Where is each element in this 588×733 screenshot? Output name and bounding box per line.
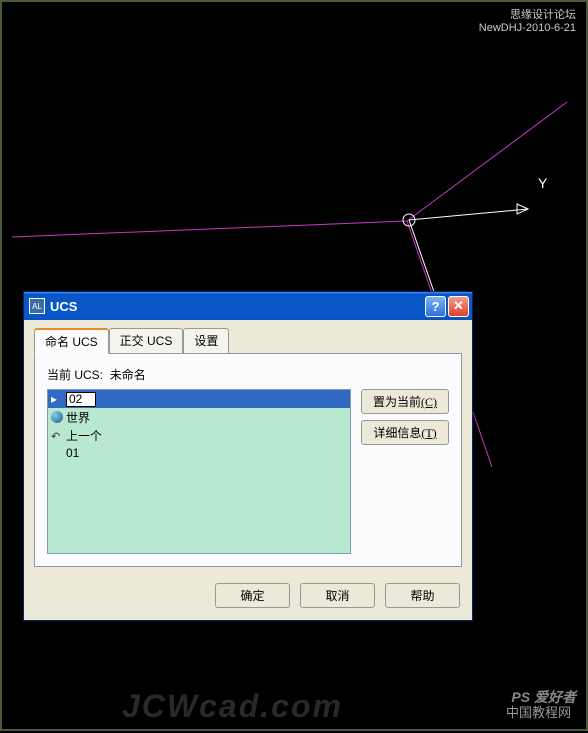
tab-named-ucs[interactable]: 命名 UCS [34,328,109,354]
current-ucs-label: 当前 UCS: 未命名 [47,366,449,383]
cancel-button[interactable]: 取消 [300,583,375,608]
ucs-listbox[interactable]: ▸ 世界 上一个 01 [47,389,351,554]
prev-icon [51,429,63,441]
axis-y-label: Y [538,175,547,191]
globe-icon [51,411,63,423]
rename-input[interactable] [66,392,96,407]
list-item-prev[interactable]: 上一个 [48,426,350,444]
dialog-titlebar[interactable]: AL UCS ? ✕ [24,292,472,320]
watermark-jcw: JCWcad.com [122,688,343,725]
list-item-01[interactable]: 01 [48,444,350,462]
dialog-title: UCS [50,299,423,314]
tab-panel: 当前 UCS: 未命名 ▸ 世界 上一个 01 [34,353,462,567]
watermark-bottom-ps: PS 爱好者 [511,687,576,707]
tab-settings[interactable]: 设置 [183,328,229,353]
close-icon[interactable]: ✕ [448,296,469,317]
ucs-dialog: AL UCS ? ✕ 命名 UCS 正交 UCS 设置 当前 UCS: 未命名 … [23,291,473,621]
ok-button[interactable]: 确定 [215,583,290,608]
help-icon[interactable]: ? [425,296,446,317]
help-button[interactable]: 帮助 [385,583,460,608]
dialog-icon: AL [29,298,45,314]
watermark-top: 思缘设计论坛 NewDHJ-2010-6-21 [479,6,576,34]
set-current-button[interactable]: 置为当前(C) [361,389,449,414]
details-button[interactable]: 详细信息(T) [361,420,449,445]
list-item-world[interactable]: 世界 [48,408,350,426]
tabs: 命名 UCS 正交 UCS 设置 [34,328,472,353]
list-item-editing[interactable]: ▸ [48,390,350,408]
tab-ortho-ucs[interactable]: 正交 UCS [109,328,184,353]
